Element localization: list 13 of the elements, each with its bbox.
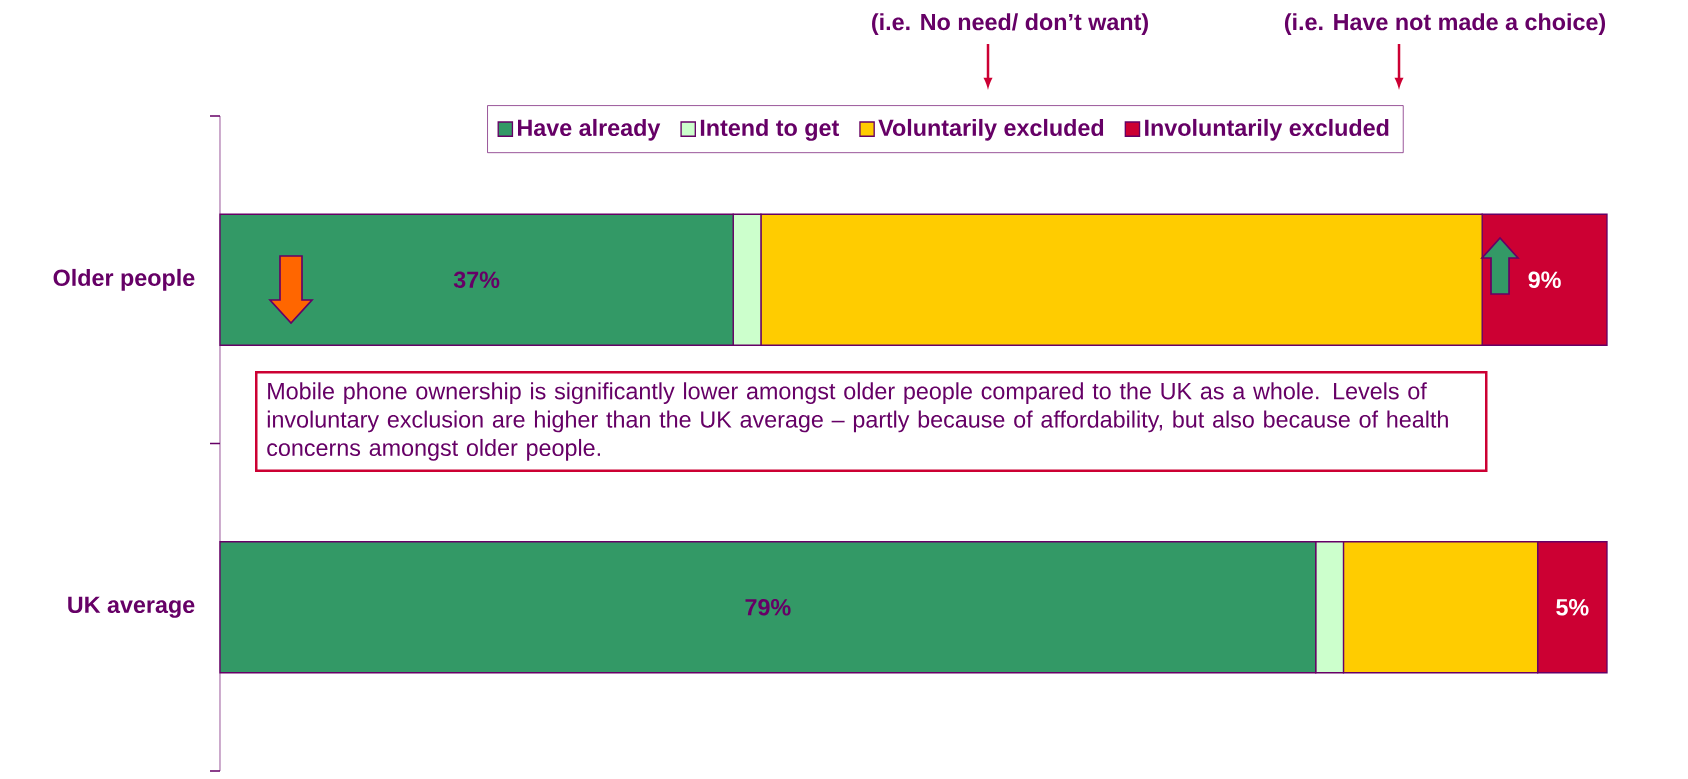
text: (i.e. Have not made a choice) bbox=[1284, 13, 1606, 35]
legend-label: Intend to get bbox=[700, 119, 839, 141]
text: (i.e. No need/ don’t want) bbox=[872, 13, 1148, 35]
legend-label: Involuntarily excluded bbox=[1145, 119, 1389, 141]
y-tick-label: UK average bbox=[68, 596, 195, 618]
data-label: 79% bbox=[745, 599, 791, 616]
annotation: Mobile phone ownership is significantly lower amongst older people compared to the UK as a whole. Levels of involuntary exclusion are higher than the UK average – partly because of affordability, but also because of health concerns amongst older people. bbox=[267, 382, 1448, 461]
data-label: 5% bbox=[1556, 599, 1589, 616]
y-tick-label: Older people bbox=[53, 269, 195, 291]
legend-label: Voluntarily excluded bbox=[878, 119, 1104, 141]
data-label: 9% bbox=[1528, 271, 1561, 289]
legend-label: Have already bbox=[518, 119, 661, 141]
data-label: 37% bbox=[453, 271, 500, 289]
